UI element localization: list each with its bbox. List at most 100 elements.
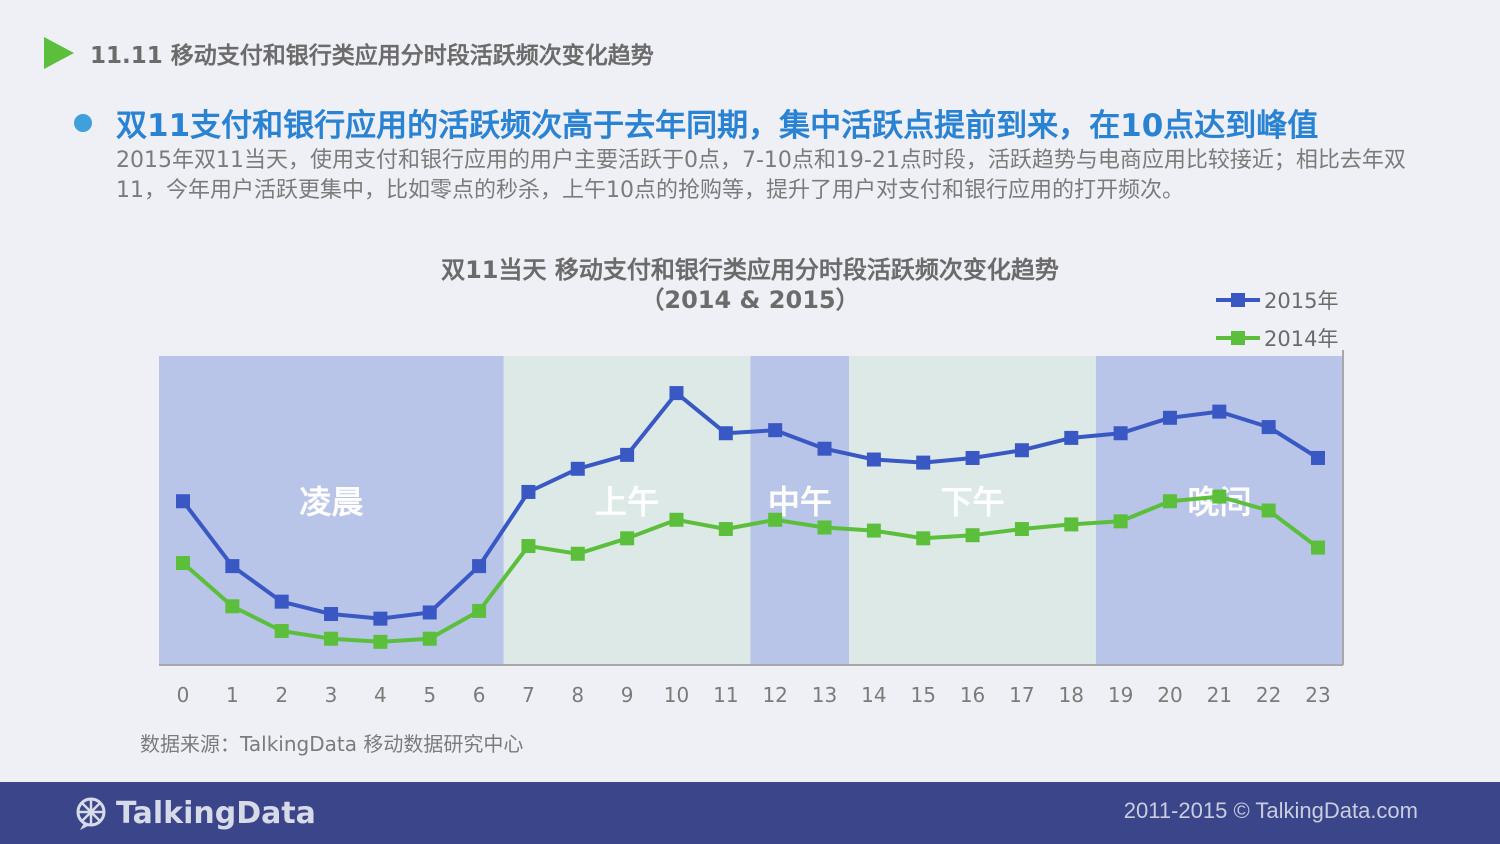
data-point: [768, 423, 783, 438]
footer-logo: TalkingData: [74, 796, 316, 831]
data-point: [1261, 503, 1276, 518]
data-point: [866, 523, 881, 538]
period-band: [503, 356, 751, 665]
period-label: 凌晨: [299, 483, 363, 521]
x-tick-label: 16: [960, 683, 985, 707]
period-band: [750, 356, 850, 665]
data-point: [521, 484, 536, 499]
x-tick-label: 5: [423, 683, 436, 707]
period-band: [849, 356, 1096, 665]
x-tick-label: 1: [226, 683, 239, 707]
data-point: [570, 546, 585, 561]
description-text: 2015年双11当天，使用支付和银行应用的用户主要活跃于0点，7-10点和19-…: [116, 148, 1406, 203]
x-tick-label: 23: [1305, 683, 1330, 707]
data-point: [1113, 426, 1128, 441]
x-tick-label: 7: [522, 683, 535, 707]
x-tick-label: 15: [910, 683, 935, 707]
data-point: [916, 531, 931, 546]
section-title: 11.11 移动支付和银行类应用分时段活跃频次变化趋势: [90, 43, 654, 69]
data-point: [669, 386, 684, 401]
data-point: [866, 452, 881, 467]
legend-label: 2015年: [1264, 289, 1339, 313]
data-point: [1261, 420, 1276, 435]
x-tick-label: 17: [1009, 683, 1034, 707]
data-point: [373, 611, 388, 626]
data-point: [718, 522, 733, 537]
x-tick-label: 11: [713, 683, 738, 707]
data-point: [1212, 404, 1227, 419]
headline: 双11支付和银行应用的活跃频次高于去年同期，集中活跃点提前到来，在10点达到峰值: [74, 100, 1318, 145]
x-tick-label: 20: [1157, 683, 1182, 707]
footer-logo-text: TalkingData: [116, 796, 316, 831]
period-label: 下午: [941, 483, 1005, 521]
data-point: [620, 447, 635, 462]
data-point: [176, 556, 190, 571]
data-point: [225, 559, 240, 574]
data-point: [521, 539, 536, 554]
legend-swatch-2014: [1216, 331, 1260, 345]
x-tick-label: 8: [571, 683, 584, 707]
x-tick-label: 19: [1108, 683, 1133, 707]
data-point: [965, 450, 980, 465]
data-point: [1014, 522, 1029, 537]
data-point: [1212, 489, 1227, 504]
legend-swatch-2015: [1216, 293, 1260, 307]
data-point: [176, 494, 190, 509]
x-tick-label: 18: [1059, 683, 1084, 707]
x-tick-label: 3: [325, 683, 338, 707]
section-header: 11.11 移动支付和银行类应用分时段活跃频次变化趋势: [44, 36, 654, 70]
chart-title: 双11当天 移动支付和银行类应用分时段活跃频次变化趋势: [441, 256, 1059, 284]
period-label: 上午: [595, 483, 659, 521]
data-point: [274, 594, 289, 609]
data-point: [1311, 540, 1325, 555]
talkingdata-logo-icon: [76, 797, 106, 830]
x-tick-label: 6: [473, 683, 486, 707]
data-point: [620, 531, 635, 546]
data-point: [472, 559, 487, 574]
series-line-2015年: [181, 391, 1320, 621]
chart-legend: 2015年 2014年: [1216, 282, 1338, 358]
play-triangle-icon: [44, 37, 74, 69]
x-tick-label: 12: [762, 683, 787, 707]
data-point: [817, 520, 832, 535]
data-point: [669, 512, 684, 527]
data-point: [422, 631, 437, 646]
footer-bar: TalkingData 2011-2015 © TalkingData.com: [0, 782, 1500, 844]
data-point: [916, 455, 931, 470]
data-point: [324, 631, 339, 646]
data-point: [718, 426, 733, 441]
headline-text: 双11支付和银行应用的活跃频次高于去年同期，集中活跃点提前到来，在10点达到峰值: [116, 108, 1319, 144]
data-point: [817, 441, 832, 456]
data-point: [570, 461, 585, 476]
legend-item-2015: 2015年: [1216, 282, 1338, 318]
data-point: [225, 599, 240, 614]
legend-label: 2014年: [1264, 327, 1339, 351]
data-point: [1113, 514, 1128, 529]
data-point: [1162, 410, 1177, 425]
series-line-2014年: [181, 494, 1320, 644]
data-point: [472, 603, 487, 618]
data-point: [1064, 517, 1079, 532]
x-tick-label: 9: [621, 683, 634, 707]
footer-copyright: 2011-2015 © TalkingData.com: [1123, 798, 1418, 823]
x-tick-label: 21: [1207, 683, 1232, 707]
data-point: [768, 512, 783, 527]
bullet-dot-icon: [74, 113, 92, 132]
x-tick-label: 22: [1256, 683, 1281, 707]
data-point: [324, 607, 339, 622]
data-source-note: 数据来源：TalkingData 移动数据研究中心: [140, 732, 524, 756]
x-tick-label: 0: [177, 683, 190, 707]
x-tick-label: 14: [861, 683, 886, 707]
x-tick-label: 10: [664, 683, 689, 707]
data-point: [1014, 443, 1029, 458]
chart-subtitle: （2014 & 2015）: [640, 286, 860, 314]
data-point: [422, 605, 437, 620]
x-tick-label: 4: [374, 683, 387, 707]
data-point: [373, 634, 388, 649]
data-point: [1162, 494, 1177, 509]
data-point: [1064, 430, 1079, 445]
x-tick-label: 2: [275, 683, 288, 707]
data-point: [274, 624, 289, 639]
legend-item-2014: 2014年: [1216, 320, 1338, 356]
